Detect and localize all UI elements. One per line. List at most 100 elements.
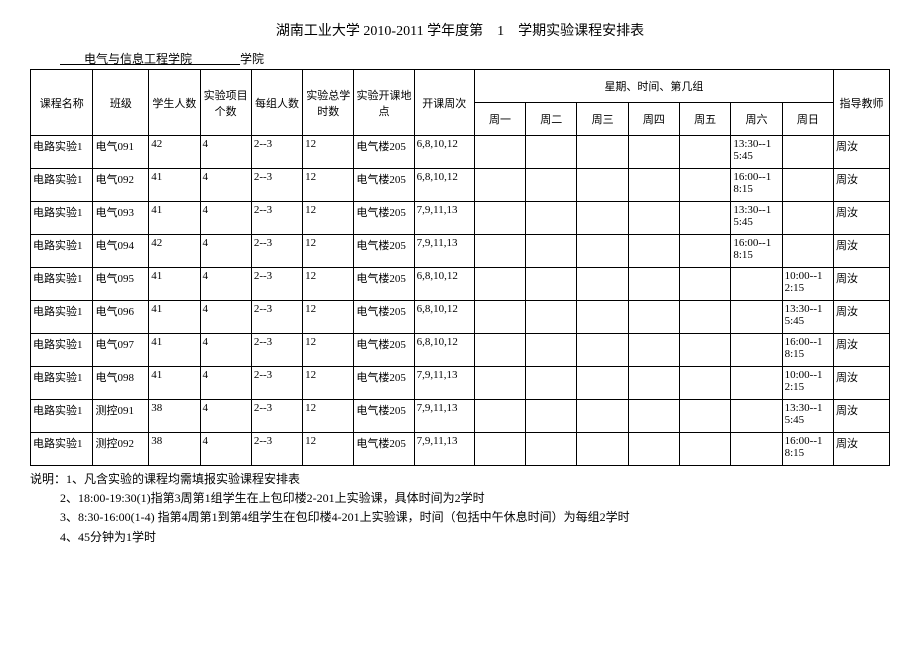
th-course: 课程名称	[31, 70, 93, 136]
cell-fri	[680, 202, 731, 235]
cell-wed	[577, 268, 628, 301]
cell-class: 电气091	[93, 136, 149, 169]
cell-sat	[731, 367, 782, 400]
cell-location: 电气楼205	[354, 268, 414, 301]
cell-group_size: 2--3	[251, 136, 302, 169]
cell-location: 电气楼205	[354, 202, 414, 235]
table-row: 电路实验1测控0923842--312电气楼2057,9,11,1316:00-…	[31, 433, 890, 466]
cell-sat	[731, 334, 782, 367]
cell-projects: 4	[200, 169, 251, 202]
cell-fri	[680, 268, 731, 301]
cell-class: 测控092	[93, 433, 149, 466]
cell-thu	[628, 433, 679, 466]
table-row: 电路实验1电气0924142--312电气楼2056,8,10,1216:00-…	[31, 169, 890, 202]
cell-course: 电路实验1	[31, 301, 93, 334]
cell-location: 电气楼205	[354, 301, 414, 334]
cell-class: 电气095	[93, 268, 149, 301]
cell-mon	[474, 433, 525, 466]
cell-thu	[628, 235, 679, 268]
cell-class: 电气094	[93, 235, 149, 268]
cell-total_hours: 12	[303, 268, 354, 301]
cell-tue	[526, 400, 577, 433]
table-body: 电路实验1电气0914242--312电气楼2056,8,10,1213:30-…	[31, 136, 890, 466]
cell-mon	[474, 202, 525, 235]
cell-students: 41	[149, 301, 200, 334]
cell-teacher: 周汝	[834, 301, 890, 334]
th-day-group: 星期、时间、第几组	[474, 70, 833, 103]
subtitle-suffix: 学院	[240, 52, 264, 66]
cell-total_hours: 12	[303, 301, 354, 334]
th-group-size: 每组人数	[251, 70, 302, 136]
th-students: 学生人数	[149, 70, 200, 136]
table-row: 电路实验1测控0913842--312电气楼2057,9,11,1313:30-…	[31, 400, 890, 433]
cell-students: 41	[149, 169, 200, 202]
th-projects: 实验项目个数	[200, 70, 251, 136]
cell-tue	[526, 367, 577, 400]
cell-mon	[474, 367, 525, 400]
cell-projects: 4	[200, 235, 251, 268]
cell-weeks: 6,8,10,12	[414, 334, 474, 367]
cell-location: 电气楼205	[354, 433, 414, 466]
table-row: 电路实验1电气0964142--312电气楼2056,8,10,1213:30-…	[31, 301, 890, 334]
cell-total_hours: 12	[303, 400, 354, 433]
cell-sun	[782, 202, 833, 235]
cell-total_hours: 12	[303, 334, 354, 367]
cell-tue	[526, 301, 577, 334]
cell-total_hours: 12	[303, 367, 354, 400]
cell-location: 电气楼205	[354, 334, 414, 367]
cell-students: 41	[149, 367, 200, 400]
cell-sun: 13:30--15:45	[782, 301, 833, 334]
notes: 说明：1、凡含实验的课程均需填报实验课程安排表 2、18:00-19:30(1)…	[30, 470, 890, 547]
th-wed: 周三	[577, 103, 628, 136]
cell-thu	[628, 400, 679, 433]
cell-weeks: 7,9,11,13	[414, 400, 474, 433]
cell-mon	[474, 235, 525, 268]
cell-fri	[680, 169, 731, 202]
cell-location: 电气楼205	[354, 235, 414, 268]
cell-students: 42	[149, 235, 200, 268]
cell-course: 电路实验1	[31, 202, 93, 235]
cell-fri	[680, 301, 731, 334]
note-line: 说明：1、凡含实验的课程均需填报实验课程安排表	[30, 470, 890, 489]
cell-thu	[628, 367, 679, 400]
note-line: 3、8:30-16:00(1-4) 指第4周第1到第4组学生在包印楼4-201上…	[30, 508, 890, 527]
cell-course: 电路实验1	[31, 433, 93, 466]
subtitle: 电气与信息工程学院 学院	[30, 50, 890, 67]
cell-location: 电气楼205	[354, 400, 414, 433]
cell-location: 电气楼205	[354, 169, 414, 202]
cell-mon	[474, 334, 525, 367]
cell-sat	[731, 268, 782, 301]
cell-total_hours: 12	[303, 235, 354, 268]
cell-tue	[526, 268, 577, 301]
th-class: 班级	[93, 70, 149, 136]
cell-mon	[474, 301, 525, 334]
cell-group_size: 2--3	[251, 433, 302, 466]
cell-group_size: 2--3	[251, 400, 302, 433]
th-tue: 周二	[526, 103, 577, 136]
cell-course: 电路实验1	[31, 334, 93, 367]
th-sat: 周六	[731, 103, 782, 136]
page-title: 湖南工业大学 2010-2011 学年度第 1 学期实验课程安排表	[30, 20, 890, 40]
cell-projects: 4	[200, 268, 251, 301]
cell-tue	[526, 433, 577, 466]
th-sun: 周日	[782, 103, 833, 136]
table-row: 电路实验1电气0914242--312电气楼2056,8,10,1213:30-…	[31, 136, 890, 169]
note-line: 2、18:00-19:30(1)指第3周第1组学生在上包印楼2-201上实验课，…	[30, 489, 890, 508]
cell-course: 电路实验1	[31, 136, 93, 169]
cell-sat	[731, 301, 782, 334]
cell-sun: 16:00--18:15	[782, 433, 833, 466]
cell-class: 电气097	[93, 334, 149, 367]
cell-teacher: 周汝	[834, 367, 890, 400]
cell-mon	[474, 136, 525, 169]
cell-thu	[628, 136, 679, 169]
cell-tue	[526, 202, 577, 235]
cell-students: 41	[149, 202, 200, 235]
cell-mon	[474, 268, 525, 301]
cell-sun	[782, 136, 833, 169]
cell-course: 电路实验1	[31, 169, 93, 202]
table-row: 电路实验1电气0974142--312电气楼2056,8,10,1216:00-…	[31, 334, 890, 367]
cell-total_hours: 12	[303, 136, 354, 169]
cell-class: 电气096	[93, 301, 149, 334]
cell-thu	[628, 334, 679, 367]
cell-tue	[526, 136, 577, 169]
